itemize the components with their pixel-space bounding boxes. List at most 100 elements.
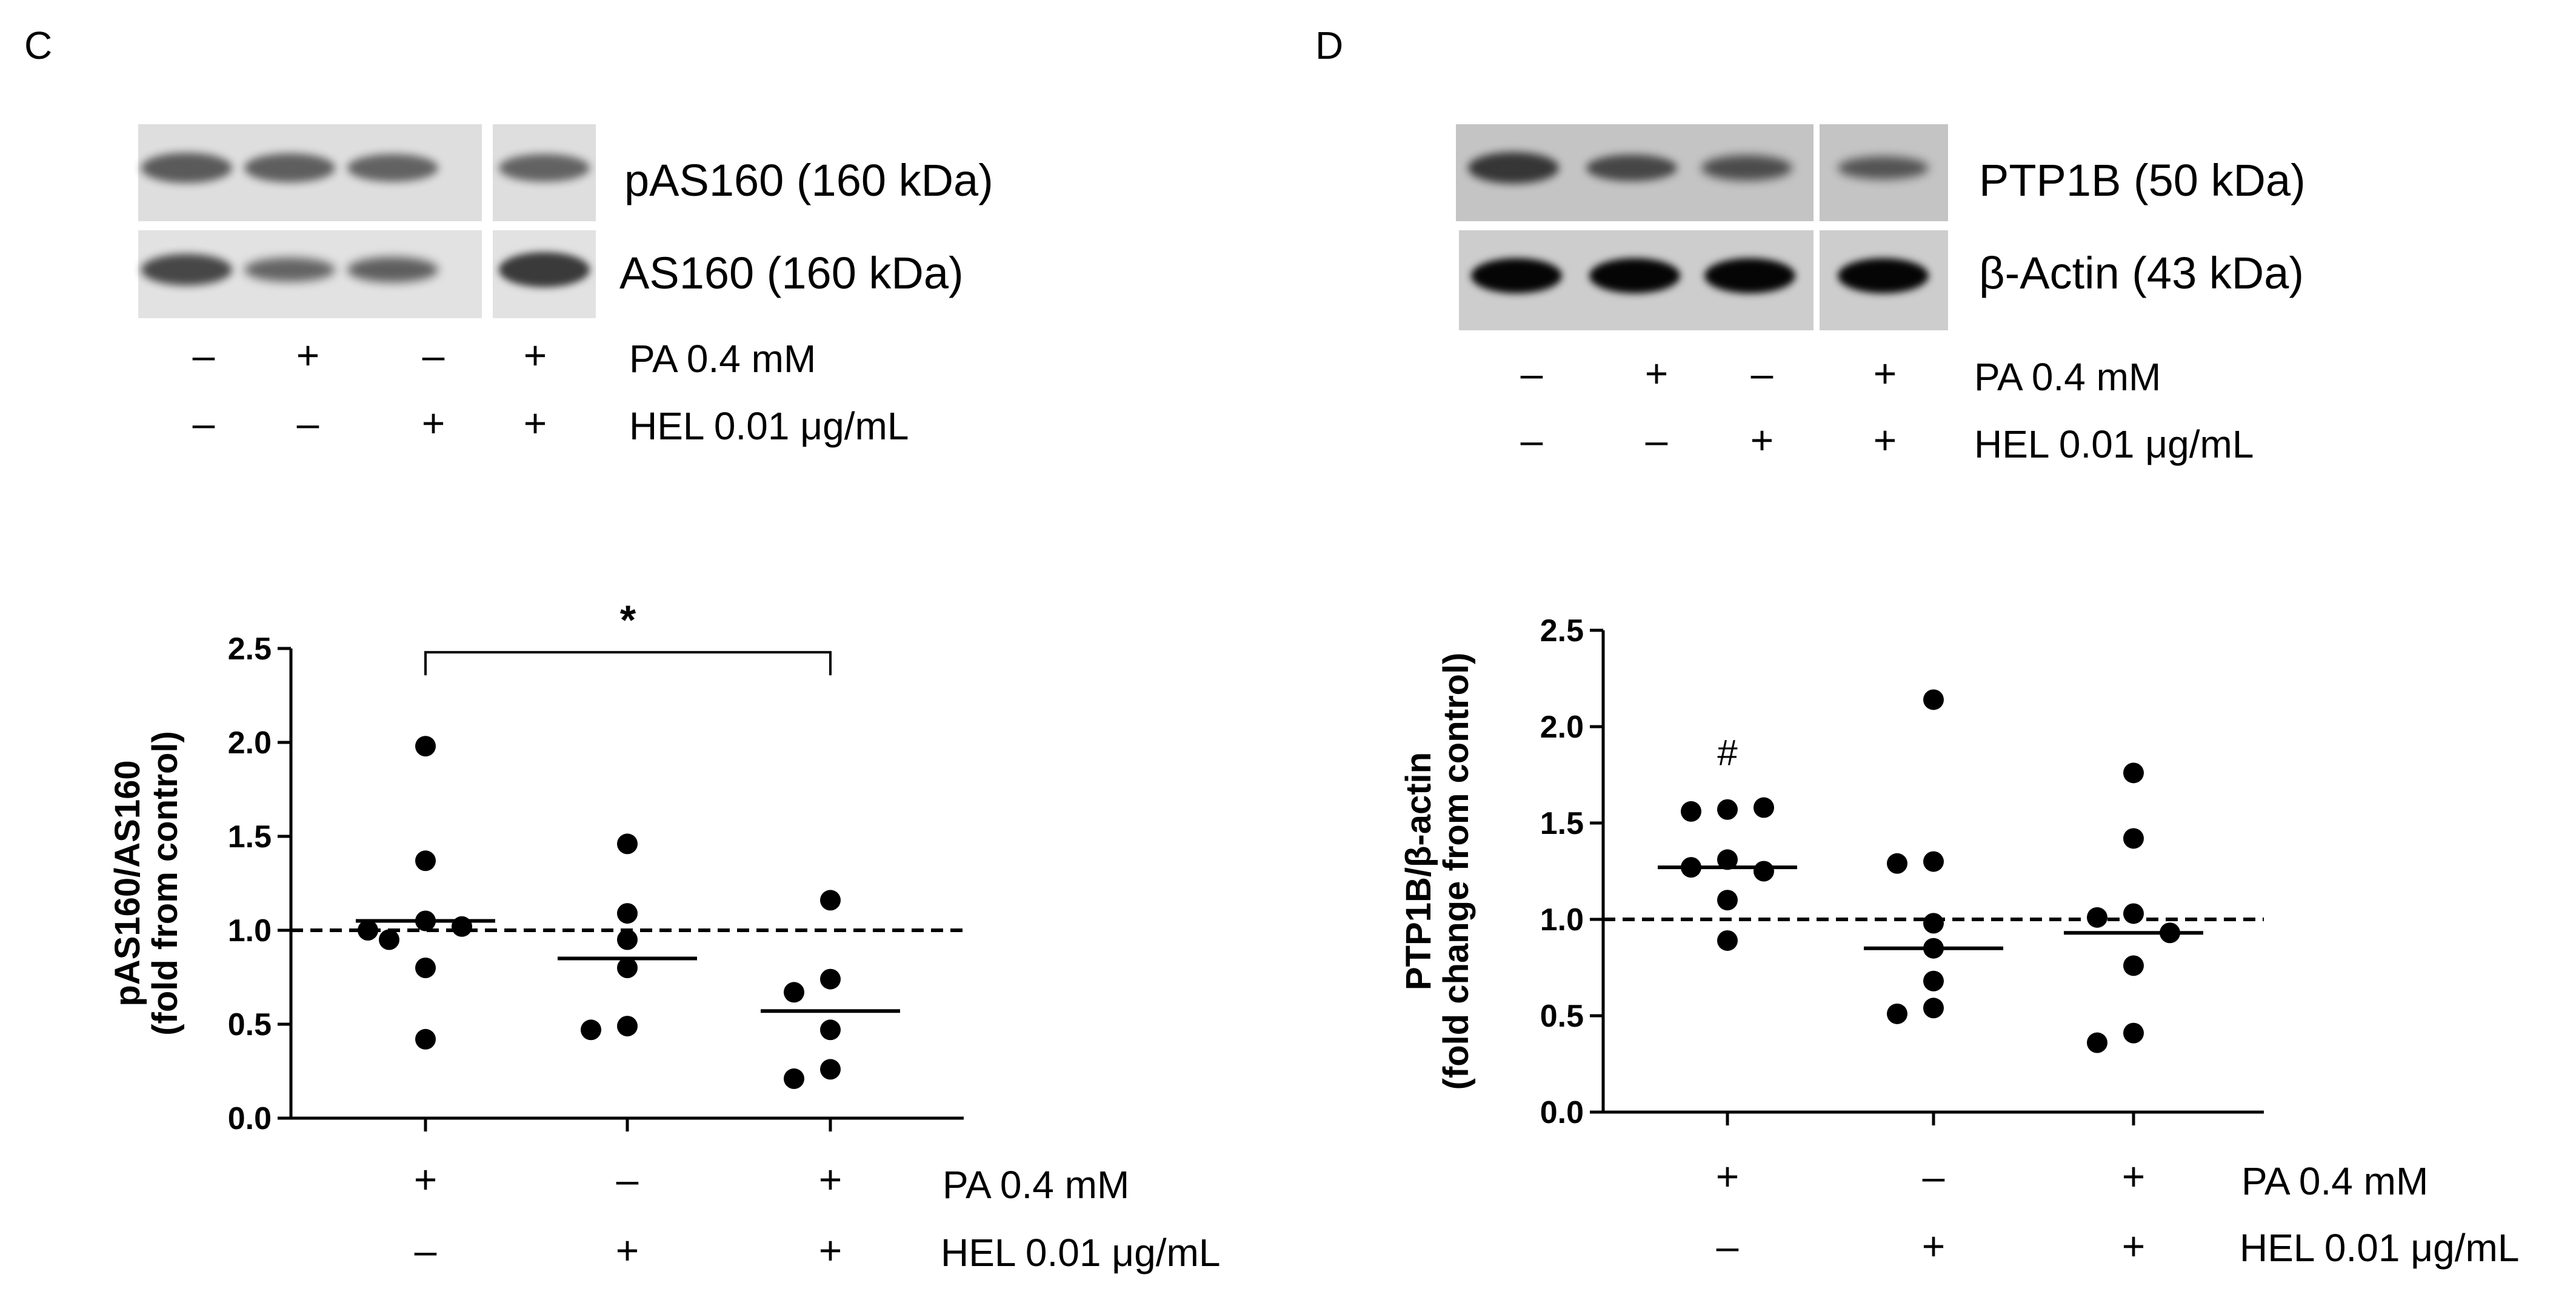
condition-sign: – [1520,418,1543,462]
dot-plot: 0.0 0.5 1.0 1.5 2.0 2.5 PTP1B/β-actin(fold cha… [1399,613,2264,1130]
data-point [415,958,436,978]
data-point [784,982,804,1003]
condition-sign: + [421,401,445,445]
blot-segment [1820,124,1948,221]
blot-segment [493,230,596,318]
data-point [2123,1022,2144,1044]
data-point [1887,853,1907,874]
y-axis-label: (fold change from control) [1436,653,1476,1090]
condition-row: – – + + [1288,417,2576,465]
data-point [1923,689,1944,710]
condition-row: + – + [0,1156,1288,1205]
data-point [617,833,638,855]
blot-band [1701,155,1792,181]
data-point [1753,861,1774,882]
blot-label: β-Actin (43 kDa) [1979,248,2304,298]
condition-label: HEL 0.01 μg/mL [2240,1226,2520,1270]
data-point [2123,955,2144,976]
blot-label: AS160 (160 kDa) [619,248,964,298]
condition-row: – + + [0,1227,1288,1276]
data-point [1717,849,1738,870]
condition-sign: + [1873,418,1897,462]
blot-band [499,252,590,287]
condition-row: – + – + [1288,350,2576,399]
blot-band [244,153,335,182]
data-point [617,929,638,950]
condition-sign: – [192,401,215,445]
condition-row: – + – + [0,332,1288,381]
blot-band [141,253,232,285]
data-point [415,850,436,871]
condition-sign: + [1750,418,1774,462]
condition-sign: + [413,1157,438,1202]
condition-sign: – [192,333,215,378]
panel-letter: C [24,24,53,67]
data-point [1681,801,1701,822]
y-tick-label: 1.0 [228,913,272,948]
y-tick-label: 2.5 [228,632,272,667]
condition-sign: + [818,1157,843,1202]
blot-band [1468,152,1559,184]
condition-sign: + [523,333,547,378]
condition-sign: – [296,401,319,445]
data-point [617,958,638,978]
data-point [1923,998,1944,1019]
blot-segment [1459,230,1814,330]
condition-label: PA 0.4 mM [2241,1159,2429,1203]
condition-label: PA 0.4 mM [943,1163,1130,1207]
condition-label: PA 0.4 mM [1974,355,2161,399]
condition-sign: + [615,1228,639,1273]
condition-sign: + [1644,351,1669,396]
condition-sign: + [818,1228,843,1273]
condition-label: PA 0.4 mM [629,337,816,381]
blot-band [1586,155,1677,181]
condition-sign: + [2121,1224,2146,1268]
condition-row: + – + [1288,1153,2576,1202]
y-axis-label: PTP1B/β-actin [1399,752,1438,990]
data-point [1717,799,1738,820]
data-point [784,1068,804,1089]
condition-sign: + [1715,1154,1740,1199]
condition-sign: – [616,1157,639,1202]
condition-label: HEL 0.01 μg/mL [1974,422,2254,466]
condition-sign: – [414,1228,437,1273]
data-point [1923,913,1944,934]
condition-sign: – [1922,1154,1945,1199]
data-point [1717,930,1738,951]
y-tick-label: 0.5 [1540,999,1584,1034]
condition-sign: + [1873,351,1897,396]
condition-sign: + [1921,1224,1946,1268]
data-point [2123,903,2144,924]
blot-band [1589,258,1680,293]
blot-band [141,153,232,183]
blot-band [244,257,335,282]
data-point [379,929,399,950]
data-point [820,1059,841,1080]
condition-label: HEL 0.01 μg/mL [941,1231,1221,1275]
y-tick-label: 0.5 [228,1007,272,1042]
y-tick-label: 1.0 [1540,902,1584,938]
significance-label: * [620,597,636,643]
data-point [2123,762,2144,784]
data-point [1887,1003,1907,1024]
blot-segment [138,230,482,318]
y-tick-label: 0.0 [1540,1095,1584,1130]
significance-bracket [424,651,832,676]
blot-band [347,154,438,182]
data-point [2087,1032,2107,1053]
blot-band [1471,258,1562,293]
group-annotation: # [1717,733,1738,773]
data-point [820,968,841,990]
y-axis-label: pAS160/AS160 [108,760,147,1006]
data-point [415,1028,436,1050]
data-point [820,1019,841,1041]
condition-sign: – [1716,1224,1739,1268]
blot-segment [493,124,596,221]
condition-label: HEL 0.01 μg/mL [629,404,909,448]
data-point [358,920,378,941]
data-point [415,736,436,757]
blot-band [1838,258,1929,293]
panel-letter: D [1315,24,1344,67]
blot-label: pAS160 (160 kDa) [624,155,993,205]
y-tick-label: 2.0 [1540,710,1584,745]
